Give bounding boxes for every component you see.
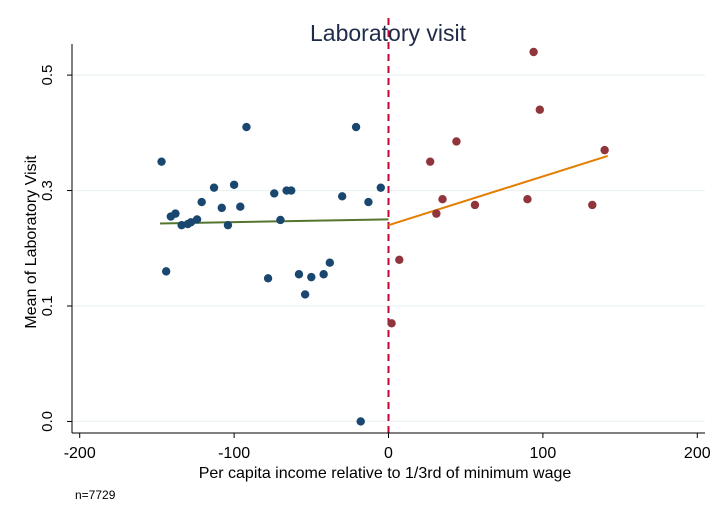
x-tick-label: 200 [684, 445, 711, 462]
data-point-right [395, 255, 404, 265]
data-point-right [425, 157, 435, 166]
data-point-left [294, 270, 304, 279]
data-point-left [161, 267, 171, 276]
data-point-left [307, 272, 316, 282]
y-axis-label: Mean of Laboratory Visit [23, 155, 40, 329]
data-point-left [263, 274, 273, 283]
data-point-right [470, 200, 480, 210]
y-tick-label: 0.5 [39, 65, 56, 86]
data-point-right [600, 145, 609, 155]
y-tick-label: 0.3 [39, 180, 56, 201]
y-tick-label: 0.1 [39, 296, 56, 317]
x-tick-label: 100 [530, 445, 557, 462]
y-tick-label: 0.0 [39, 411, 56, 432]
data-point-left [209, 183, 219, 192]
data-point-left [157, 157, 166, 166]
x-axis-label: Per capita income relative to 1/3rd of m… [199, 465, 572, 482]
ticks-layer: 0.0 0.1 0.3 0.5 -200 -100 0 100 200 [39, 65, 711, 462]
x-tick-label: -100 [218, 445, 250, 462]
data-point-right [438, 195, 447, 204]
fit-line-right [388, 154, 609, 227]
data-point-left [287, 186, 296, 195]
data-point-left [337, 192, 347, 201]
data-point-left [325, 258, 335, 267]
data-point-right [523, 195, 532, 204]
data-point-right [387, 319, 396, 328]
chart-title: Laboratory visit [310, 20, 467, 46]
data-point-left [319, 270, 328, 279]
data-point-left [351, 122, 361, 132]
data-point-left [171, 209, 180, 218]
data-point-right [452, 137, 461, 146]
data-point-right [588, 200, 597, 210]
x-tick-label: -200 [64, 445, 96, 462]
data-point-left [276, 215, 285, 225]
data-point-left [300, 290, 310, 299]
data-point-left [192, 215, 202, 224]
data-point-left [270, 189, 279, 198]
data-point-left [197, 197, 206, 207]
data-point-right [529, 47, 538, 57]
data-point-left [376, 183, 385, 192]
points-layer [157, 47, 609, 426]
data-point-left [229, 180, 239, 189]
data-point-left [223, 220, 233, 230]
data-point-left [364, 197, 373, 207]
sample-size-note: n=7729 [75, 488, 116, 502]
x-tick-label: 0 [384, 445, 393, 462]
data-point-right [432, 209, 441, 218]
data-point-left [217, 203, 226, 213]
data-point-left [236, 202, 245, 211]
data-point-left [242, 122, 251, 132]
data-point-right [535, 105, 545, 114]
data-point-left [356, 417, 365, 426]
